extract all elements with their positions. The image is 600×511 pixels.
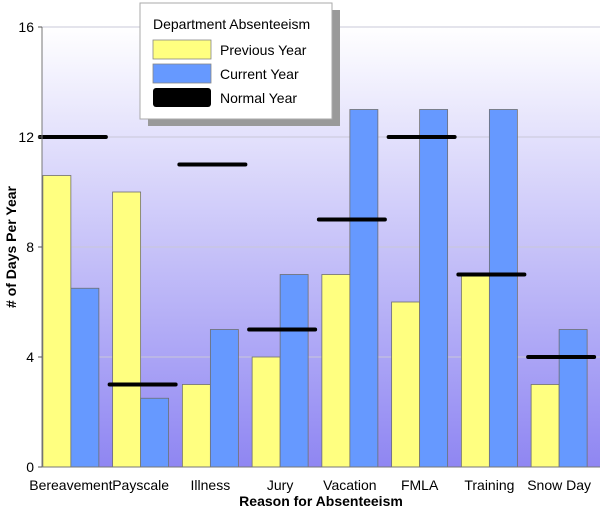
bar-current-year-jury — [279, 274, 309, 468]
x-tick-label-snow-day: Snow Day — [527, 477, 591, 493]
x-tick-labels: Bereavement Payscale Illness Jury Vacation FM… — [29, 477, 591, 493]
bar-current-year-illness — [209, 329, 239, 468]
bar-current-year-training — [488, 109, 518, 468]
bar-previous-year-fmla — [391, 301, 421, 468]
legend-swatch-current-year — [152, 63, 212, 84]
x-tick-label-payscale: Payscale — [112, 477, 169, 493]
bar-current-year-snow-day — [558, 329, 588, 468]
legend-title: Department Absenteeism — [153, 16, 310, 32]
bar-previous-year-vacation — [321, 274, 351, 468]
x-tick-label-illness: Illness — [191, 477, 231, 493]
x-tick-label-bereavement: Bereavement — [29, 477, 112, 493]
bars — [42, 109, 588, 468]
legend: Department Absenteeism Previous Year Cur… — [139, 2, 340, 126]
legend-label-current-year: Current Year — [220, 66, 299, 82]
bar-current-year-payscale — [140, 397, 170, 468]
x-tick-label-fmla: FMLA — [401, 477, 439, 493]
bar-current-year-vacation — [349, 109, 379, 468]
y-tick-label: 0 — [26, 459, 34, 475]
legend-swatch-previous-year — [152, 39, 212, 60]
y-tick-label: 8 — [26, 239, 34, 255]
y-tick-label: 16 — [18, 19, 34, 35]
normal-year-markers — [37, 135, 597, 387]
bar-current-year-fmla — [419, 109, 449, 468]
bar-previous-year-illness — [181, 384, 211, 468]
y-axis-title: # of Days Per Year — [3, 185, 19, 307]
x-tick-label-vacation: Vacation — [323, 477, 376, 493]
y-tick-label: 4 — [26, 349, 34, 365]
y-tick-label: 12 — [18, 129, 34, 145]
x-tick-label-jury: Jury — [267, 477, 293, 493]
legend-label-normal-year: Normal Year — [220, 90, 297, 106]
bar-previous-year-snow-day — [530, 384, 560, 468]
bar-current-year-bereavement — [70, 287, 100, 468]
bar-previous-year-training — [460, 274, 490, 468]
bar-previous-year-payscale — [112, 191, 142, 468]
x-axis-title: Reason for Absenteeism — [239, 493, 403, 509]
legend-label-previous-year: Previous Year — [220, 42, 307, 58]
bar-previous-year-jury — [251, 356, 281, 468]
y-tick-labels: 0 4 8 12 16 — [18, 19, 42, 475]
bar-previous-year-bereavement — [42, 175, 72, 468]
legend-swatch-normal-year — [153, 88, 211, 107]
x-tick-label-training: Training — [464, 477, 514, 493]
